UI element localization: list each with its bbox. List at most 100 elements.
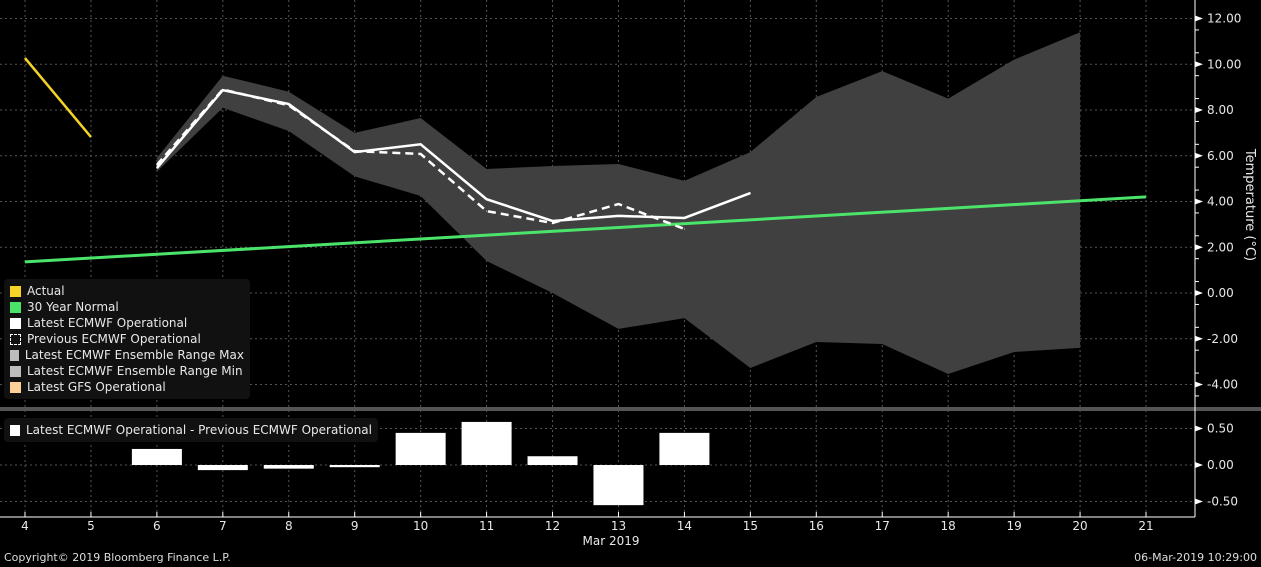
y-tick-label: 10.00 <box>1207 57 1241 71</box>
legend-item: 30 Year Normal <box>10 299 244 315</box>
data-point <box>749 192 751 194</box>
data-point <box>617 215 619 217</box>
x-tick-label: 19 <box>1006 519 1021 533</box>
data-point <box>24 261 26 263</box>
y-tick-label: 0.00 <box>1207 458 1234 472</box>
tick-mark <box>1195 15 1203 22</box>
x-tick-label: 14 <box>677 519 692 533</box>
tick-mark <box>1195 61 1203 68</box>
series-line <box>24 57 92 138</box>
data-point <box>222 89 224 91</box>
legend-item: Latest ECMWF Ensemble Range Max <box>10 347 244 363</box>
bottom-legend: Latest ECMWF Operational - Previous ECMW… <box>4 418 378 442</box>
data-point <box>486 198 488 200</box>
y-tick-label: 0.00 <box>1207 286 1234 300</box>
panel-divider <box>0 407 1261 411</box>
legend-swatch <box>10 317 21 329</box>
data-point <box>486 210 488 212</box>
diff-bar <box>197 465 248 471</box>
legend-item: Latest GFS Operational <box>10 379 244 395</box>
y-tick-label: -2.00 <box>1207 332 1238 346</box>
legend-label: Latest ECMWF Ensemble Range Min <box>27 364 243 378</box>
x-tick-label: 13 <box>611 519 626 533</box>
data-point <box>552 222 554 224</box>
legend-swatch <box>10 349 19 361</box>
x-tick-label: 4 <box>21 519 29 533</box>
series-line <box>24 195 1147 264</box>
tick-mark <box>1195 425 1203 432</box>
y-tick-label: 12.00 <box>1207 12 1241 26</box>
legend-swatch <box>10 381 21 393</box>
x-tick-label: 21 <box>1138 519 1153 533</box>
data-point <box>156 164 158 166</box>
y-tick-label: 0.50 <box>1207 422 1234 436</box>
tick-mark <box>1195 107 1203 113</box>
top-legend: Actual 30 Year Normal Latest ECMWF Operati… <box>4 279 250 399</box>
x-tick-label: 12 <box>545 519 560 533</box>
x-tick-label: 18 <box>941 519 956 533</box>
legend-item: Previous ECMWF Operational <box>10 331 244 347</box>
x-tick-label: 15 <box>743 519 758 533</box>
legend-item: Latest ECMWF Ensemble Range Min <box>10 363 244 379</box>
legend-label: Latest ECMWF Ensemble Range Max <box>24 348 244 362</box>
data-point <box>683 228 685 230</box>
legend-label: Previous ECMWF Operational <box>27 332 201 346</box>
diff-bar <box>131 448 182 465</box>
data-point <box>617 203 619 205</box>
y-tick-label: 6.00 <box>1207 149 1234 163</box>
data-point <box>1145 196 1147 198</box>
diff-bar <box>593 465 644 506</box>
x-axis-label: Mar 2019 <box>583 534 640 548</box>
tick-mark <box>1195 498 1203 505</box>
tick-mark <box>1195 335 1203 342</box>
data-point <box>222 88 224 90</box>
tick-mark <box>1195 198 1203 205</box>
legend-item: Latest ECMWF Operational <box>10 315 244 331</box>
data-point <box>354 150 356 152</box>
x-tick-label: 10 <box>413 519 428 533</box>
x-tick-label: 20 <box>1072 519 1087 533</box>
tick-mark <box>1195 290 1203 296</box>
diff-bar <box>527 456 578 465</box>
diff-bar <box>461 421 512 465</box>
x-tick-label: 7 <box>219 519 227 533</box>
timestamp: 06-Mar-2019 10:29:00 <box>1134 551 1257 564</box>
x-tick-label: 6 <box>153 519 161 533</box>
diff-bar <box>263 465 314 469</box>
x-tick-label: 5 <box>87 519 95 533</box>
legend-item: Actual <box>10 283 244 299</box>
x-tick-label: 17 <box>875 519 890 533</box>
diff-bar <box>659 432 710 465</box>
legend-label: Latest ECMWF Operational <box>27 316 188 330</box>
data-point <box>683 217 685 219</box>
legend-swatch <box>10 365 21 377</box>
y-axis-label: Temperature (°C) <box>1242 148 1257 261</box>
x-tick-label: 9 <box>351 519 359 533</box>
data-point <box>90 136 92 138</box>
legend-swatch <box>10 301 21 313</box>
y-tick-label: -0.50 <box>1207 495 1238 509</box>
y-tick-label: -4.00 <box>1207 378 1238 392</box>
legend-label: 30 Year Normal <box>27 300 119 314</box>
y-tick-label: 4.00 <box>1207 195 1234 209</box>
y-tick-label: 2.00 <box>1207 240 1234 254</box>
legend-label: Actual <box>27 284 65 298</box>
x-tick-label: 16 <box>809 519 824 533</box>
diff-bar <box>329 465 380 468</box>
x-tick-label: 11 <box>479 519 494 533</box>
legend-label: Latest GFS Operational <box>27 380 166 394</box>
legend-swatch <box>10 424 20 436</box>
tick-mark <box>1195 462 1203 468</box>
tick-mark <box>1195 152 1203 159</box>
legend-item-diff: Latest ECMWF Operational - Previous ECMW… <box>10 422 372 438</box>
diff-bar <box>395 432 446 465</box>
legend-label: Latest ECMWF Operational - Previous ECMW… <box>26 423 372 437</box>
x-tick-label: 8 <box>285 519 293 533</box>
data-point <box>156 167 158 169</box>
data-point <box>420 153 422 155</box>
legend-swatch <box>10 285 21 297</box>
legend-swatch <box>10 333 21 345</box>
data-point <box>288 104 290 106</box>
copyright: Copyright© 2019 Bloomberg Finance L.P. <box>4 551 231 564</box>
